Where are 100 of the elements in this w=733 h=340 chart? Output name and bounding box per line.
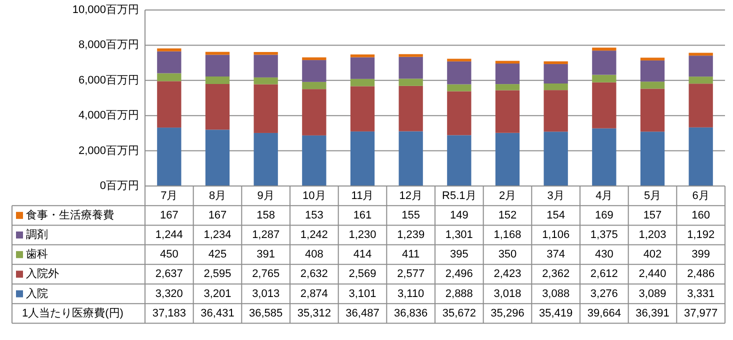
data-label: 2,874	[300, 288, 328, 300]
data-label: 155	[402, 209, 420, 222]
bar	[205, 54, 230, 77]
data-label: 450	[160, 248, 178, 261]
data-label: 3,013	[252, 288, 280, 300]
bar	[688, 84, 713, 128]
bar	[205, 84, 230, 130]
data-label: 1,287	[252, 229, 280, 241]
data-label: 2,569	[348, 268, 376, 280]
y-tick-label: 8,000百万円	[78, 39, 139, 52]
data-label: 2,637	[155, 268, 183, 280]
bar	[447, 135, 472, 186]
data-label: 160	[692, 209, 710, 222]
data-label: 3,201	[204, 288, 232, 300]
bar	[205, 130, 230, 186]
data-label: 1,242	[300, 229, 328, 241]
x-tick-label: R5.1月	[442, 190, 476, 202]
bar	[592, 74, 616, 82]
bar	[544, 132, 568, 186]
bar	[302, 82, 326, 90]
bar	[495, 90, 520, 133]
data-label: 167	[208, 209, 227, 222]
data-label: 350	[498, 248, 517, 261]
bar	[350, 131, 375, 186]
data-label: 3,331	[687, 288, 715, 300]
bar	[495, 132, 520, 186]
data-label: 3,018	[494, 288, 522, 300]
bar	[640, 82, 665, 89]
bar	[350, 86, 375, 132]
y-tick-label: 2,000百万円	[78, 144, 139, 157]
legend-label: 食事・生活療養費	[26, 208, 114, 222]
data-label: 411	[402, 248, 420, 261]
bar	[254, 52, 278, 55]
x-tick-label: 11月	[351, 190, 374, 202]
bar	[640, 60, 665, 82]
bar	[350, 57, 375, 79]
x-tick-label: 8月	[208, 190, 226, 202]
bar	[544, 84, 568, 90]
x-tick-label: 6月	[692, 190, 710, 202]
bar	[592, 48, 616, 51]
bar	[592, 82, 616, 128]
data-label: 402	[643, 248, 662, 261]
y-tick-label: 10,000百万円	[72, 4, 139, 16]
data-label: 399	[692, 248, 710, 261]
bar	[592, 128, 616, 186]
bar	[157, 81, 182, 128]
legend-label: 入院	[26, 286, 48, 300]
data-label: 2,632	[300, 268, 328, 280]
data-label: 2,423	[494, 268, 522, 280]
bar	[688, 127, 713, 186]
data-label: 414	[353, 248, 372, 261]
bar	[688, 76, 713, 84]
bar	[302, 89, 326, 136]
data-label: 3,320	[155, 288, 183, 300]
bar	[157, 51, 182, 74]
bar	[447, 61, 472, 84]
data-label: 1,192	[687, 229, 715, 241]
data-label: 3,089	[638, 288, 666, 300]
data-label: 167	[160, 209, 178, 222]
y-tick-label: 4,000百万円	[78, 110, 139, 122]
data-label: 2,595	[204, 268, 232, 280]
data-label: 408	[304, 248, 324, 261]
x-tick-label: 7月	[160, 190, 178, 202]
data-label: 153	[304, 209, 324, 222]
data-label: 2,577	[397, 268, 425, 280]
data-label: 3,110	[397, 288, 424, 300]
data-label: 3,101	[348, 288, 376, 300]
bar	[592, 50, 616, 75]
x-tick-label: 3月	[547, 190, 564, 202]
bar	[254, 132, 278, 186]
data-label: 2,888	[445, 288, 473, 300]
data-label: 152	[498, 209, 517, 222]
data-label: 2,486	[687, 268, 715, 280]
x-tick-label: 9月	[257, 190, 274, 202]
x-tick-label: 5月	[644, 190, 662, 202]
data-label: 149	[450, 209, 468, 222]
x-tick-label: 12月	[399, 190, 422, 202]
data-label: 1,234	[204, 229, 232, 241]
data-label: 1,239	[397, 229, 425, 241]
bar	[205, 52, 230, 55]
bar	[544, 61, 568, 64]
bar	[447, 58, 472, 62]
data-label: 430	[594, 248, 614, 261]
x-tick-label: 2月	[498, 190, 516, 202]
data-label: 169	[594, 209, 614, 222]
data-label: 1,230	[348, 229, 376, 241]
bar	[205, 76, 230, 84]
bar	[350, 78, 375, 86]
bar	[350, 54, 375, 58]
legend-label: 調剤	[26, 228, 48, 241]
bar	[398, 78, 423, 86]
legend-label: 入院外	[26, 267, 59, 280]
data-label: 154	[546, 209, 566, 222]
bar	[302, 60, 326, 82]
bar	[640, 58, 665, 60]
data-label: 2,496	[445, 268, 473, 280]
bar	[447, 91, 472, 136]
data-label: 158	[256, 209, 276, 222]
data-label: 3,276	[590, 288, 618, 300]
data-label: 2,440	[638, 268, 666, 280]
